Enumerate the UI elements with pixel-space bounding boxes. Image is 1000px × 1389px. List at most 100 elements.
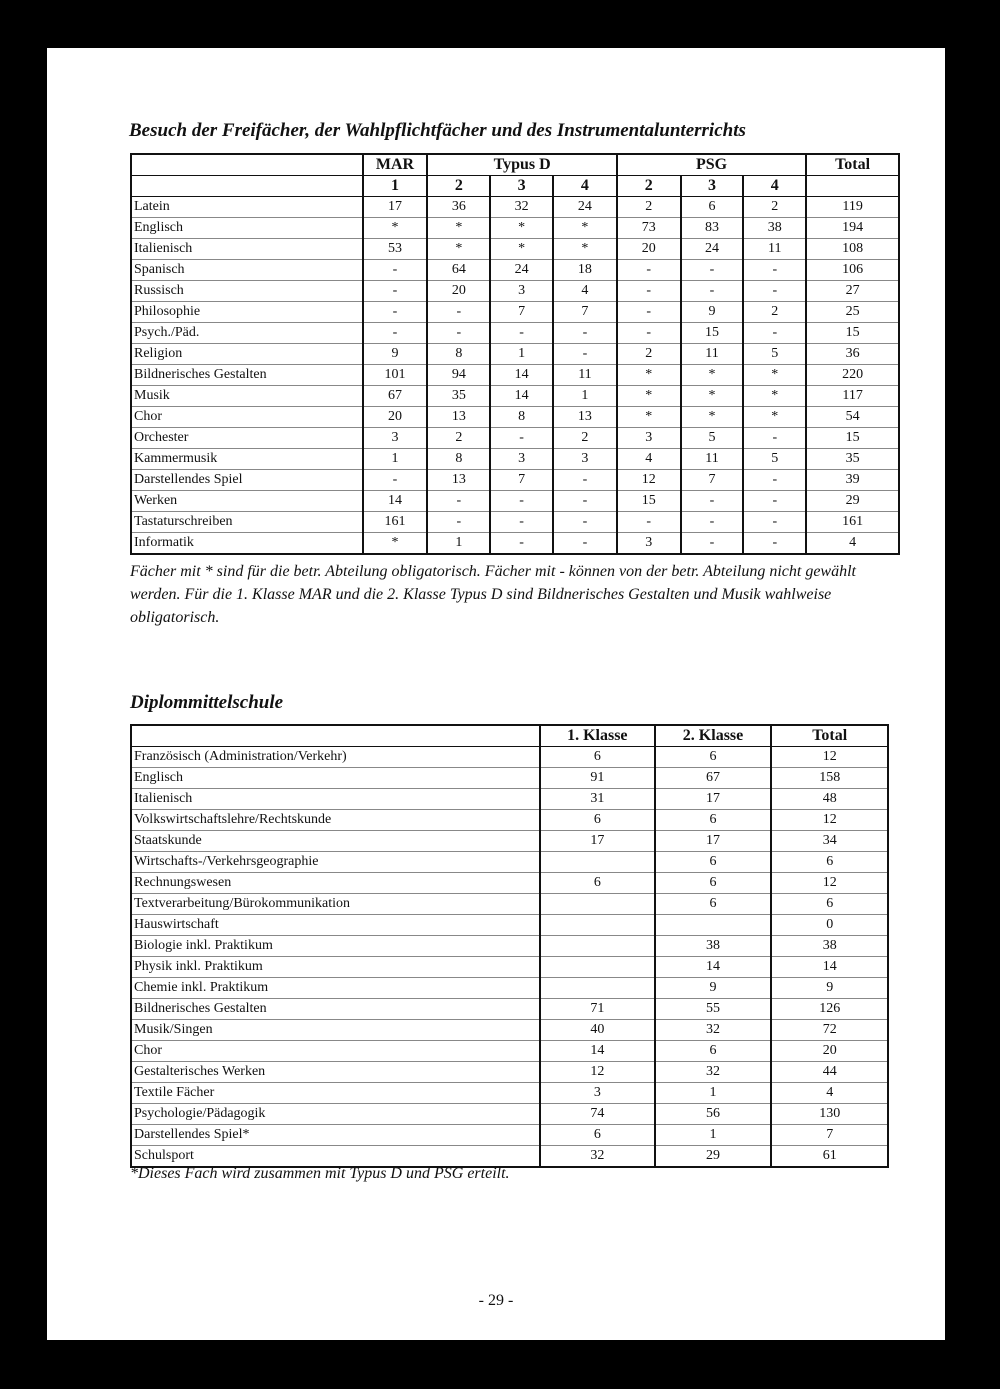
value-cell (538, 977, 656, 999)
table-row: Kammermusik 1 8 3 3 4 11 5 35 (130, 448, 900, 470)
value-cell: 9 (361, 343, 429, 365)
value-cell: 2 (615, 343, 682, 365)
value-cell: - (742, 280, 808, 302)
table-row: Wirtschafts-/Verkehrsgeographie 6 6 (130, 851, 889, 873)
value-cell: 32 (653, 1019, 773, 1041)
value-cell: 17 (653, 788, 773, 810)
value-cell: 44 (770, 1061, 889, 1083)
value-cell: 13 (426, 469, 492, 491)
value-cell: 17 (361, 196, 429, 218)
value-cell: - (426, 511, 492, 533)
row-label: Darstellendes Spiel (130, 469, 364, 491)
value-cell: 72 (770, 1019, 889, 1041)
value-cell: * (679, 385, 745, 407)
value-cell: * (679, 406, 745, 428)
value-cell: 3 (615, 427, 682, 449)
table-row: Staatskunde 17 17 34 (130, 830, 889, 852)
value-cell: 74 (538, 1103, 656, 1125)
value-cell: 4 (805, 532, 900, 555)
section1-note: Fächer mit * sind für die betr. Abteilun… (130, 563, 856, 626)
value-cell: 29 (805, 490, 900, 512)
value-cell (538, 956, 656, 978)
value-cell: 7 (679, 469, 745, 491)
value-cell: 11 (552, 364, 618, 386)
value-cell: - (679, 532, 745, 555)
value-cell: 108 (805, 238, 900, 260)
value-cell: - (742, 469, 808, 491)
value-cell: - (489, 532, 555, 555)
value-cell: * (742, 385, 808, 407)
value-cell: 9 (653, 977, 773, 999)
value-cell: - (489, 511, 555, 533)
row-label: Psych./Päd. (130, 322, 364, 344)
value-cell: - (552, 322, 618, 344)
row-label: Musik (130, 385, 364, 407)
value-cell: - (361, 259, 429, 281)
value-cell: 25 (805, 301, 900, 323)
value-cell: * (615, 364, 682, 386)
value-cell: 11 (679, 343, 745, 365)
value-cell: - (742, 532, 808, 555)
table-row: Tastaturschreiben 161- - - - - -161 (130, 511, 900, 533)
value-cell: 7 (489, 301, 555, 323)
value-cell (538, 914, 656, 936)
value-cell: 48 (770, 788, 889, 810)
value-cell: 67 (361, 385, 429, 407)
row-label: Religion (130, 343, 364, 365)
value-cell: 12 (770, 746, 889, 768)
table-row: Russisch -20 3 4- - -27 (130, 280, 900, 302)
value-cell: 161 (361, 511, 429, 533)
value-cell: 14 (770, 956, 889, 978)
value-cell (653, 914, 773, 936)
section2-title: Diplommittelschule (130, 692, 284, 713)
value-cell: 32 (489, 196, 555, 218)
value-cell: 20 (615, 238, 682, 260)
value-cell: 20 (426, 280, 492, 302)
table-row: Chor 14 6 20 (130, 1040, 889, 1062)
value-cell: 64 (426, 259, 492, 281)
value-cell: 11 (679, 448, 745, 470)
value-cell: 38 (770, 935, 889, 957)
table-row: Chor 20 13 8 13 * * * 54 (130, 406, 900, 428)
value-cell: 2 (615, 196, 682, 218)
value-cell: - (615, 301, 682, 323)
value-cell (538, 935, 656, 957)
class-header: 1 (361, 175, 429, 197)
table-row: Englisch * * * * 73 83 38 194 (130, 217, 900, 239)
row-label: Hauswirtschaft (130, 914, 541, 936)
value-cell: 5 (679, 427, 745, 449)
value-cell: 55 (653, 998, 773, 1020)
class-header: 2 (426, 175, 492, 197)
value-cell: * (361, 532, 429, 555)
value-cell: * (615, 406, 682, 428)
row-label: Informatik (130, 532, 364, 555)
value-cell: - (552, 343, 618, 365)
value-cell: - (679, 280, 745, 302)
row-label: Französisch (Administration/Verkehr) (130, 746, 541, 768)
value-cell: 15 (615, 490, 682, 512)
value-cell: - (489, 490, 555, 512)
value-cell: 12 (538, 1061, 656, 1083)
value-cell: 40 (538, 1019, 656, 1041)
value-cell: 2 (426, 427, 492, 449)
value-cell: 3 (552, 448, 618, 470)
value-cell: 7 (489, 469, 555, 491)
class-header: 4 (552, 175, 618, 197)
table-row: Volkswirtschaftslehre/Rechtskunde 6 6 12 (130, 809, 889, 831)
row-label: Darstellendes Spiel* (130, 1124, 541, 1146)
value-cell: 54 (805, 406, 900, 428)
value-cell: - (361, 322, 429, 344)
table-row: Informatik * 1- -3- -4 (130, 532, 900, 555)
value-cell: - (742, 490, 808, 512)
value-cell: 36 (805, 343, 900, 365)
value-cell: * (489, 238, 555, 260)
value-cell: * (426, 238, 492, 260)
header-row: 1. Klasse 2. Klasse Total (130, 725, 889, 747)
row-label: Italienisch (130, 238, 364, 260)
value-cell: 13 (552, 406, 618, 428)
value-cell: - (426, 322, 492, 344)
table-row: Werken 14- - -15- -29 (130, 490, 900, 512)
value-cell: 17 (653, 830, 773, 852)
value-cell: 1 (426, 532, 492, 555)
